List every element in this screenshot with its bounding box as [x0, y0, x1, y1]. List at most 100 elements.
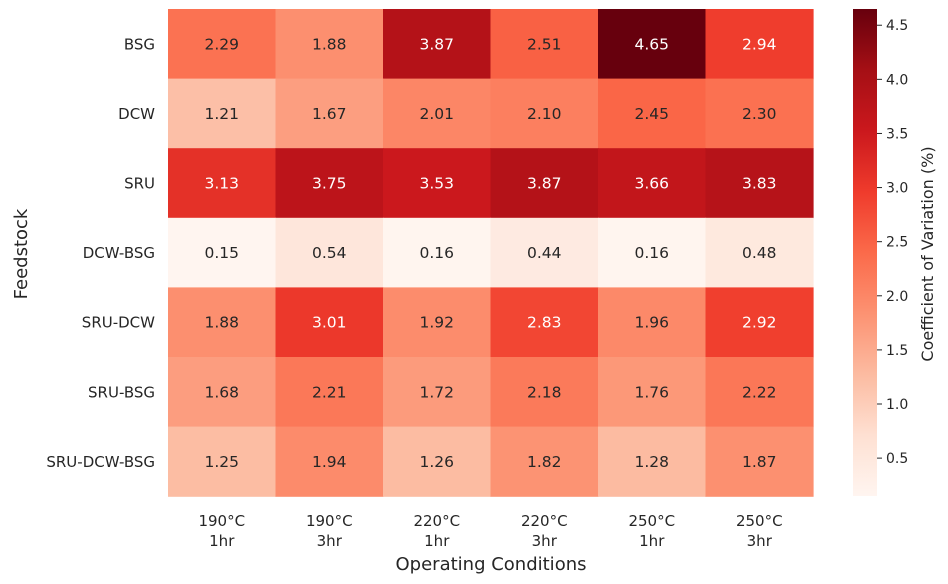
cell-value-label: 0.54: [312, 244, 347, 262]
cell-value-label: 0.44: [527, 244, 562, 262]
y-tick-label: DCW: [118, 105, 155, 123]
x-tick-label: 190°C 3hr: [306, 512, 353, 550]
cell-value-label: 3.66: [634, 175, 669, 193]
heatmap-cell: [490, 9, 599, 80]
heatmap-cell: [168, 9, 277, 80]
heatmap-cell: [598, 217, 707, 288]
x-axis-title: Operating Conditions: [396, 554, 587, 575]
heatmap-cell: [705, 357, 814, 428]
cell-value-label: 3.53: [419, 175, 454, 193]
cell-value-label: 2.92: [742, 314, 777, 332]
cell-value-label: 0.15: [204, 244, 239, 262]
heatmap-cell: [598, 426, 707, 497]
x-tick-label: 250°C 3hr: [736, 512, 783, 550]
heatmap-cell: [168, 217, 277, 288]
cell-value-label: 1.68: [204, 383, 239, 401]
heatmap-cell: [383, 357, 492, 428]
cell-value-label: 4.65: [634, 35, 669, 53]
heatmap-cell: [490, 148, 599, 219]
heatmap-cell: [598, 287, 707, 358]
heatmap-cell: [275, 148, 384, 219]
heatmap-cell: [383, 426, 492, 497]
colorbar-tick-label: 3.0: [886, 181, 908, 197]
colorbar-ticks: 0.5 1.0 1.5 2.0 2.5 3.0 3.5 4.0 4.5: [877, 18, 908, 467]
cell-value-label: 1.87: [742, 453, 777, 471]
heatmap-cell: [275, 357, 384, 428]
heatmap-cell: [490, 426, 599, 497]
cell-value-label: 3.87: [527, 175, 562, 193]
cell-value-label: 1.76: [634, 383, 669, 401]
cell-value-label: 1.96: [634, 314, 669, 332]
heatmap-cell: [598, 9, 707, 80]
colorbar-tick-label: 2.5: [886, 235, 908, 251]
cell-value-label: 1.88: [312, 35, 347, 53]
y-axis-title: Feedstock: [11, 208, 32, 299]
heatmap-cell: [275, 426, 384, 497]
heatmap-cell: [383, 148, 492, 219]
y-tick-labels: BSG DCW SRU DCW-BSG SRU-DCW SRU-BSG SRU-DCW-BS…: [46, 35, 155, 471]
colorbar-tick-label: 1.5: [886, 343, 908, 359]
colorbar: 0.5 1.0 1.5 2.0 2.5 3.0 3.5 4.0 4.5: [853, 9, 908, 496]
colorbar-tick-label: 3.5: [886, 126, 908, 142]
heatmap-cell: [490, 357, 599, 428]
cell-value-label: 1.88: [204, 314, 239, 332]
cell-value-label: 1.21: [204, 105, 239, 123]
heatmap-cell: [490, 78, 599, 149]
heatmap-cell: [275, 9, 384, 80]
cell-value-label: 2.01: [419, 105, 454, 123]
cell-value-label: 2.22: [742, 383, 777, 401]
heatmap-cell: [383, 78, 492, 149]
cell-value-label: 1.25: [204, 453, 239, 471]
colorbar-tick-label: 2.0: [886, 289, 908, 305]
heatmap-cell: [383, 9, 492, 80]
heatmap-cell: [275, 217, 384, 288]
heatmap-cell: [490, 217, 599, 288]
x-tick-label: 250°C 1hr: [628, 512, 675, 550]
heatmap-cell: [705, 9, 814, 80]
heatmap-cell: [383, 217, 492, 288]
y-tick-label: BSG: [124, 35, 155, 53]
x-tick-labels: 190°C 1hr 190°C 3hr 220°C 1hr 220°C 3hr 250°C 1hr…: [198, 512, 782, 550]
cell-value-label: 1.92: [419, 314, 454, 332]
heatmap-cell: [275, 78, 384, 149]
x-tick-label: 220°C 1hr: [413, 512, 460, 550]
heatmap-cell: [168, 287, 277, 358]
x-tick-label: 220°C 3hr: [521, 512, 568, 550]
cell-value-label: 1.82: [527, 453, 562, 471]
cell-value-label: 3.13: [204, 175, 239, 193]
heatmap-cell: [490, 287, 599, 358]
heatmap-cell: [383, 287, 492, 358]
cell-value-label: 1.67: [312, 105, 347, 123]
y-tick-label: SRU-BSG: [88, 383, 155, 401]
cell-value-label: 2.30: [742, 105, 777, 123]
heatmap-cell: [168, 357, 277, 428]
heatmap-cell: [168, 78, 277, 149]
cell-value-label: 1.72: [419, 383, 454, 401]
cell-value-label: 3.87: [419, 35, 454, 53]
heatmap-cell: [275, 287, 384, 358]
y-tick-label: DCW-BSG: [83, 244, 155, 262]
cell-value-label: 1.26: [419, 453, 454, 471]
cell-value-label: 3.83: [742, 175, 777, 193]
heatmap-cell: [705, 78, 814, 149]
heatmap-cells: 2.29 1.88 3.87 2.51 4.65 2.94 1.21 1.67 2.01 2.10…: [168, 9, 814, 497]
heatmap-cell: [598, 148, 707, 219]
cell-value-label: 1.94: [312, 453, 347, 471]
colorbar-tick-label: 4.0: [886, 72, 908, 88]
colorbar-tick-label: 1.0: [886, 397, 908, 413]
cell-value-label: 2.18: [527, 383, 562, 401]
cell-value-label: 3.01: [312, 314, 347, 332]
colorbar-tick-label: 4.5: [886, 18, 908, 34]
cell-value-label: 1.28: [634, 453, 669, 471]
cell-value-label: 2.51: [527, 35, 562, 53]
heatmap-cell: [168, 426, 277, 497]
cell-value-label: 3.75: [312, 175, 347, 193]
cell-value-label: 2.45: [634, 105, 669, 123]
y-tick-label: SRU-DCW: [82, 314, 155, 332]
y-tick-label: SRU: [124, 175, 155, 193]
cell-value-label: 2.94: [742, 35, 777, 53]
colorbar-title: Coefficient of Variation (%): [918, 146, 937, 361]
colorbar-gradient: [853, 9, 877, 496]
heatmap-cell: [705, 287, 814, 358]
